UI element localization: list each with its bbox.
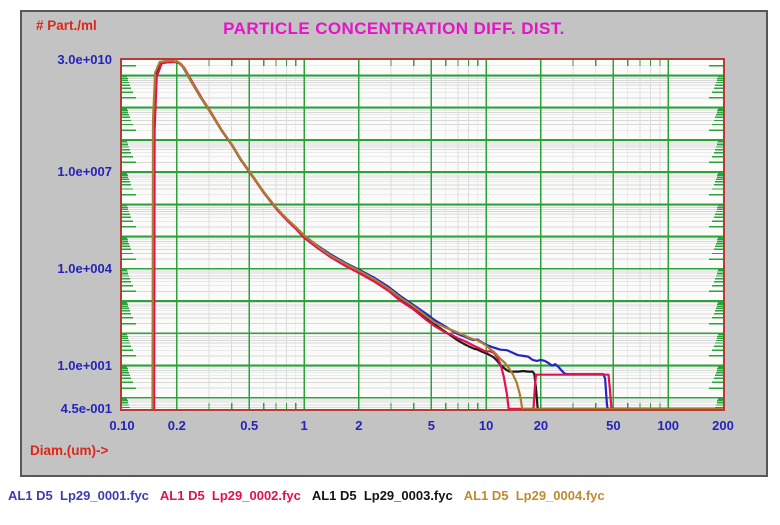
x-tick-label: 1 bbox=[300, 418, 308, 433]
legend-item: AL1 D5 Lp29_0003.fyc bbox=[311, 488, 453, 503]
grid-lines bbox=[122, 60, 723, 409]
x-tick-label: 20 bbox=[533, 418, 549, 433]
y-tick-label: 1.0e+007 bbox=[57, 164, 112, 180]
x-tick-label: 5 bbox=[427, 418, 435, 433]
series-line bbox=[152, 60, 723, 409]
chart-canvas bbox=[122, 60, 723, 409]
legend: AL1 D5 Lp29_0001.fyc AL1 D5 Lp29_0002.fyc… bbox=[8, 488, 605, 503]
y-axis-title: # Part./ml bbox=[36, 18, 97, 33]
y-tick-label: 3.0e+010 bbox=[57, 52, 112, 67]
x-tick-label: 2 bbox=[355, 418, 363, 433]
axis-ticks bbox=[122, 60, 723, 409]
x-tick-label: 200 bbox=[712, 418, 734, 433]
series-line bbox=[151, 60, 723, 409]
x-tick-label: 50 bbox=[606, 418, 621, 433]
plot-area bbox=[120, 58, 725, 411]
x-tick-label: 100 bbox=[657, 418, 680, 433]
y-tick-label: 4.5e-001 bbox=[60, 401, 112, 416]
x-tick-label: 0.2 bbox=[167, 418, 186, 433]
y-tick-label: 1.0e+004 bbox=[57, 260, 112, 276]
x-tick-label: 10 bbox=[478, 418, 494, 433]
legend-item: AL1 D5 Lp29_0004.fyc bbox=[463, 488, 605, 503]
x-tick-label: 0.5 bbox=[240, 418, 259, 433]
data-series bbox=[151, 60, 723, 409]
y-tick-label: 1.0e+001 bbox=[57, 357, 112, 373]
legend-item: AL1 D5 Lp29_0001.fyc bbox=[8, 488, 149, 503]
x-axis-title: Diam.(um)-> bbox=[30, 443, 109, 458]
legend-item: AL1 D5 Lp29_0002.fyc bbox=[159, 488, 301, 503]
series-line bbox=[152, 60, 723, 409]
series-line bbox=[151, 60, 723, 409]
chart-title: PARTICLE CONCENTRATION DIFF. DIST. bbox=[223, 19, 565, 38]
x-tick-label: 0.10 bbox=[109, 418, 135, 433]
